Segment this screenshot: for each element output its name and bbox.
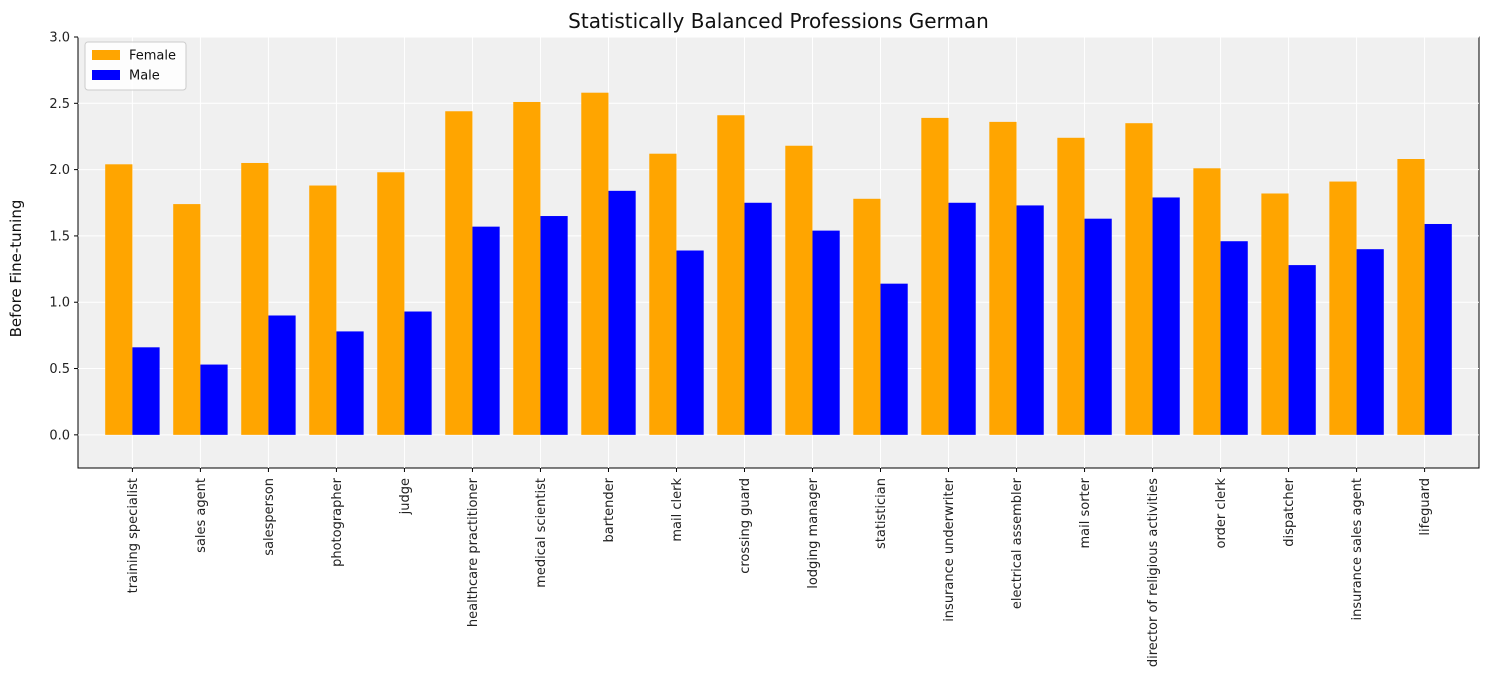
bar-male-6	[540, 216, 568, 435]
bar-female-2	[241, 162, 269, 435]
y-tick-label: 1.0	[49, 296, 70, 311]
bar-female-0	[105, 164, 133, 435]
bar-female-5	[445, 111, 473, 435]
bar-female-13	[989, 121, 1017, 435]
legend-swatch-female	[92, 50, 120, 60]
bar-male-3	[336, 331, 364, 435]
bar-female-17	[1261, 193, 1289, 435]
bars	[105, 92, 1452, 435]
x-tick-label: statistician	[874, 478, 889, 549]
bar-male-14	[1084, 218, 1112, 435]
x-tick-label: crossing guard	[738, 478, 753, 574]
bar-female-1	[173, 204, 201, 435]
x-tick-label: director of religious activities	[1146, 478, 1161, 667]
bar-male-9	[744, 202, 772, 435]
bar-male-18	[1356, 249, 1384, 435]
legend-swatch-male	[92, 70, 120, 80]
legend-label-female: Female	[129, 49, 176, 64]
y-tick-label: 0.0	[49, 428, 70, 443]
x-tick-label: insurance underwriter	[942, 477, 957, 621]
x-tick-label: lodging manager	[806, 477, 821, 588]
chart-title: Statistically Balanced Professions Germa…	[568, 9, 989, 33]
x-tick-label: lifeguard	[1418, 478, 1433, 536]
y-tick-label: 0.5	[49, 362, 70, 377]
bar-male-8	[676, 250, 704, 435]
bar-male-13	[1016, 205, 1044, 435]
bar-female-7	[581, 92, 609, 435]
bar-male-7	[608, 190, 636, 435]
x-tick-label: dispatcher	[1282, 477, 1297, 546]
y-axis-label: Before Fine-tuning	[7, 200, 25, 338]
bar-male-15	[1152, 197, 1180, 435]
bar-male-17	[1288, 265, 1316, 435]
bar-female-14	[1057, 137, 1085, 435]
bar-female-6	[513, 101, 541, 435]
x-tick-label: mail sorter	[1078, 477, 1093, 548]
bar-male-5	[472, 226, 500, 435]
x-tick-label: healthcare practitioner	[466, 477, 481, 627]
bar-female-15	[1125, 123, 1153, 435]
bar-male-12	[948, 202, 976, 435]
y-tick-label: 3.0	[49, 31, 70, 46]
bar-male-11	[880, 283, 908, 435]
x-tick-label: salesperson	[262, 478, 277, 556]
x-tick-label: electrical assembler	[1010, 477, 1025, 609]
legend-label-male: Male	[129, 69, 160, 84]
y-tick-label: 1.5	[49, 229, 70, 244]
y-tick-label: 2.5	[49, 97, 70, 112]
bar-female-9	[717, 115, 745, 435]
bar-female-16	[1193, 168, 1221, 435]
bar-male-2	[268, 315, 296, 435]
bar-female-12	[921, 117, 949, 435]
x-tick-label: insurance sales agent	[1350, 478, 1365, 621]
bar-female-10	[785, 145, 813, 435]
x-tick-label: order clerk	[1214, 478, 1229, 549]
bar-female-3	[309, 185, 337, 435]
bar-male-10	[812, 230, 840, 435]
bar-male-19	[1424, 223, 1452, 435]
bar-female-4	[377, 172, 405, 435]
bar-female-19	[1397, 159, 1425, 435]
bar-male-16	[1220, 241, 1248, 435]
legend: Female Male	[84, 41, 187, 91]
y-tick-label: 2.0	[49, 163, 70, 178]
bar-female-8	[649, 153, 677, 435]
x-tick-label: bartender	[602, 477, 617, 542]
x-tick-label: judge	[398, 478, 413, 515]
x-axis-ticks: training specialist sales agent salesperso…	[126, 468, 1433, 667]
bar-female-18	[1329, 181, 1357, 435]
x-tick-label: mail clerk	[670, 478, 685, 542]
x-tick-label: sales agent	[194, 478, 209, 553]
x-tick-label: training specialist	[126, 478, 141, 593]
bar-male-1	[200, 364, 228, 435]
bar-female-11	[853, 198, 881, 435]
bar-male-0	[132, 347, 160, 435]
bar-male-4	[404, 311, 432, 435]
x-tick-label: medical scientist	[534, 478, 549, 588]
y-axis-ticks: 0.0 0.5 1.0 1.5 2.0 2.5 3.0	[49, 31, 78, 443]
x-tick-label: photographer	[330, 477, 345, 567]
